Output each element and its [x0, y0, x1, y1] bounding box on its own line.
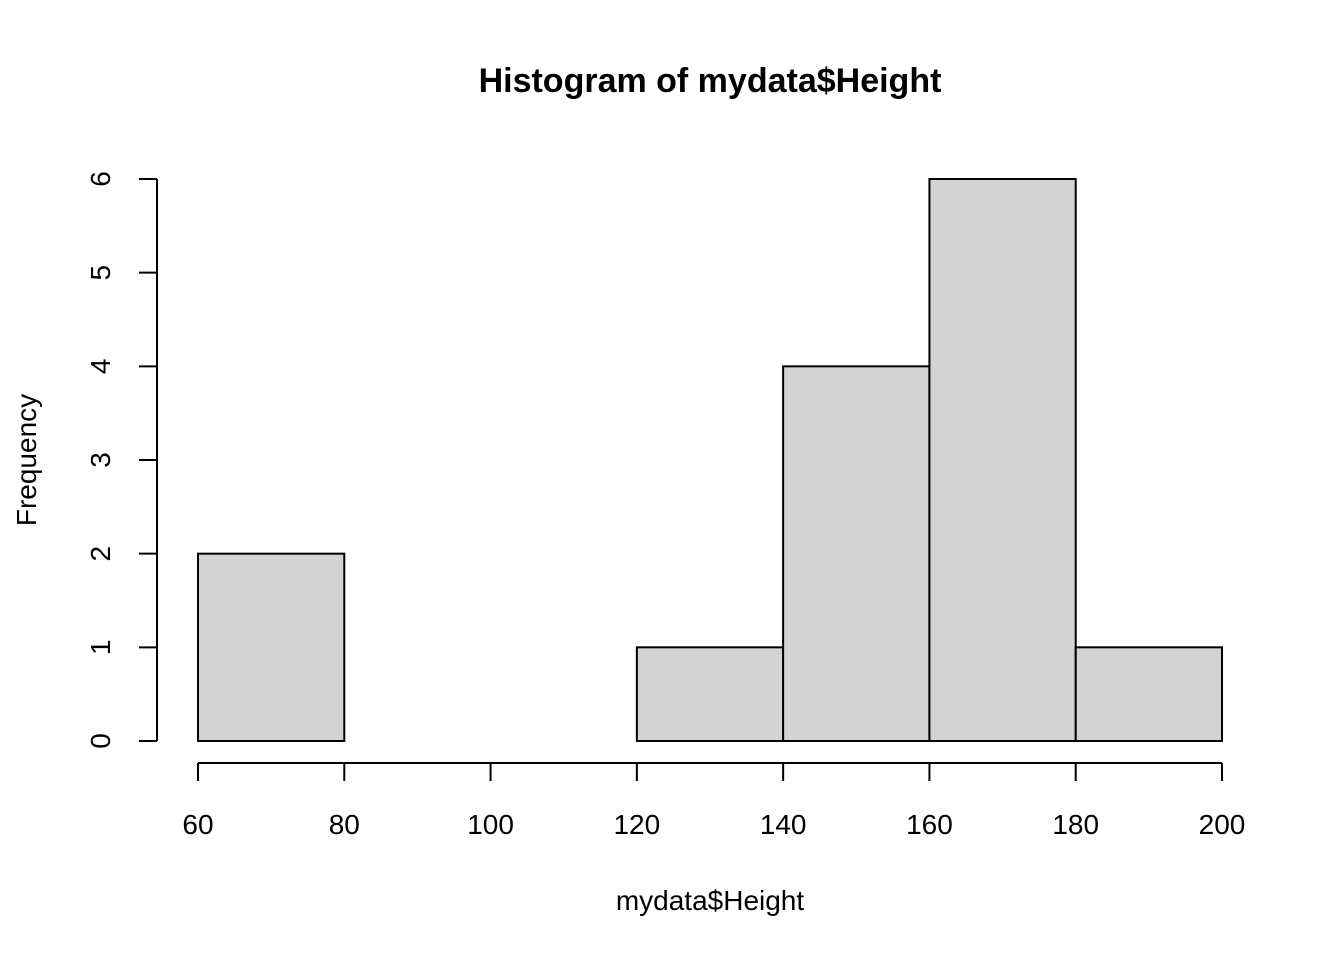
y-tick-label: 1: [85, 640, 116, 656]
y-tick-label: 3: [85, 452, 116, 468]
chart-title: Histogram of mydata$Height: [479, 62, 942, 100]
y-axis-label: Frequency: [11, 394, 42, 526]
bars-group: [197, 178, 1223, 743]
histogram-bar: [1074, 646, 1223, 742]
y-tick-label: 5: [85, 265, 116, 281]
y-axis: 0 1 2 3 4 5 6: [85, 171, 158, 749]
y-tick-label: 4: [85, 359, 116, 375]
histogram-bar: [197, 552, 346, 743]
x-axis-label: mydata$Height: [616, 885, 805, 916]
x-tick-label: 200: [1199, 809, 1246, 840]
x-tick-label: 180: [1052, 809, 1099, 840]
histogram-bar: [635, 646, 785, 742]
x-tick-label: 80: [329, 809, 360, 840]
histogram-bar: [928, 178, 1077, 742]
x-tick-label: 120: [613, 809, 660, 840]
y-tick-label: 6: [85, 171, 116, 187]
y-tick-label: 0: [85, 733, 116, 749]
x-tick-label: 100: [467, 809, 514, 840]
y-tick-label: 2: [85, 546, 116, 562]
x-tick-label: 140: [760, 809, 807, 840]
x-axis: 60 80 100 120 140 160 180 200: [182, 762, 1246, 840]
histogram-bar: [782, 365, 931, 742]
x-tick-label: 60: [182, 809, 213, 840]
x-tick-label: 160: [906, 809, 953, 840]
